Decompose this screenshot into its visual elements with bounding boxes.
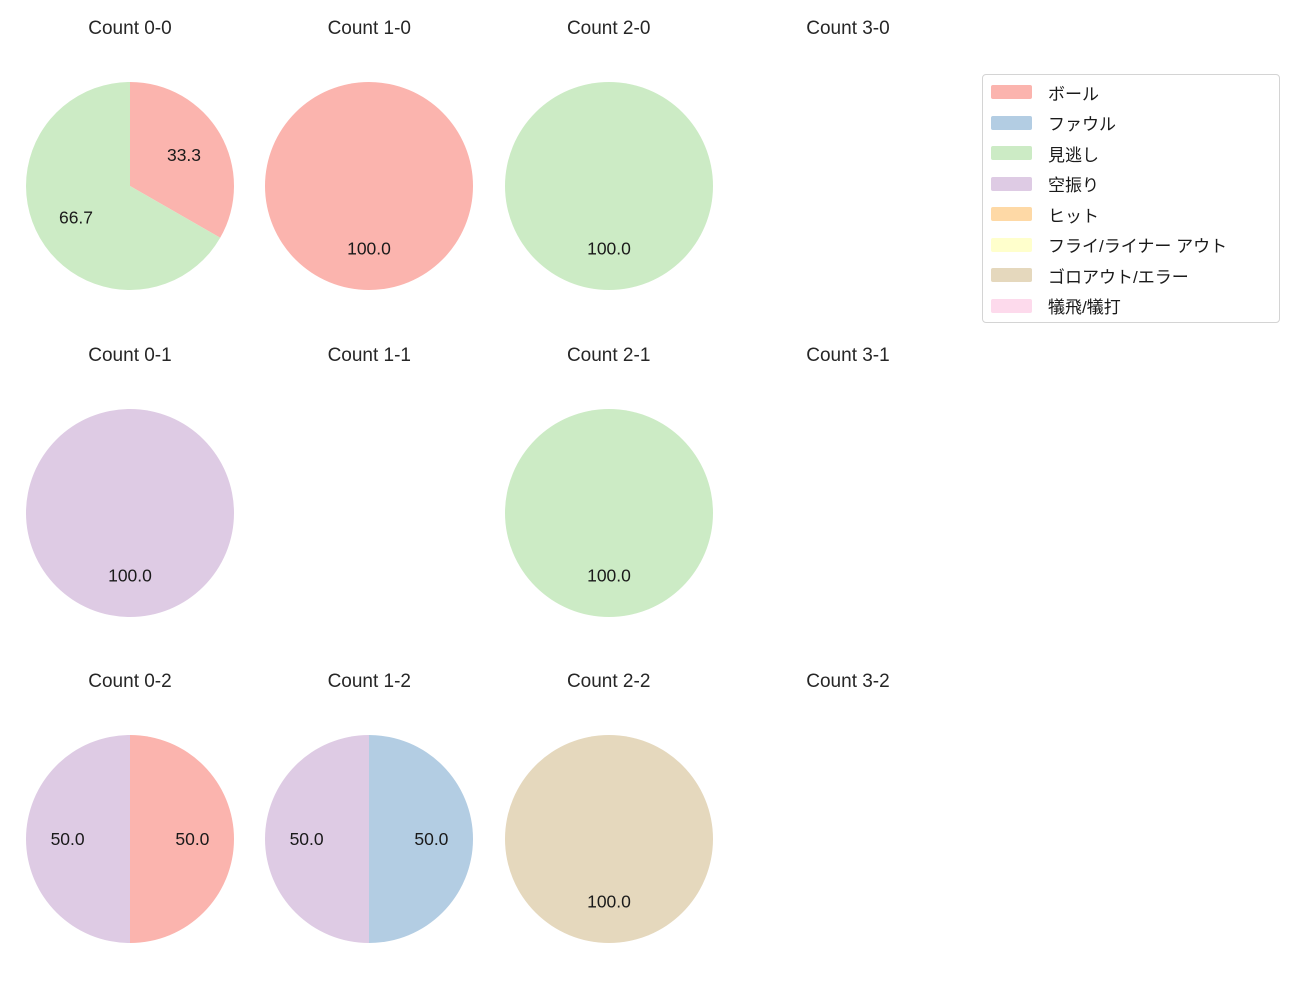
pie-slice xyxy=(26,409,234,617)
legend-swatch-icon xyxy=(991,298,1032,313)
subplot-title: Count 1-2 xyxy=(327,671,412,692)
legend-item: ゴロアウト/エラー xyxy=(983,260,1279,291)
pie-slice xyxy=(504,409,713,617)
subplot-title: Count 3-0 xyxy=(806,18,890,39)
legend-swatch-icon xyxy=(991,85,1032,100)
legend-swatch-icon xyxy=(991,237,1032,252)
pie-percent-label: 50.0 xyxy=(51,829,85,849)
pie-percent-label: 33.3 xyxy=(167,145,201,165)
pie-percent-label: 50.0 xyxy=(290,829,324,849)
pie-percent-label: 100.0 xyxy=(587,892,631,912)
pie-chart: 50.0 50.0 xyxy=(265,735,474,943)
subplot-title: Count 3-1 xyxy=(806,345,890,366)
legend-label: ファウル xyxy=(1048,115,1116,135)
pie-slice xyxy=(504,735,713,943)
pie-subplot: Count 2-1 100.0 xyxy=(489,344,729,666)
pie-subplot: Count 2-0 100.0 xyxy=(489,17,729,339)
pie-subplot: Count 3-1 xyxy=(728,344,968,666)
pie-slice xyxy=(265,82,474,290)
legend-swatch-icon xyxy=(991,207,1032,222)
pie-chart: 50.0 50.0 xyxy=(26,735,234,943)
pie-chart: 100.0 xyxy=(265,82,474,290)
pie-percent-label: 50.0 xyxy=(415,829,449,849)
pie-subplot: Count 0-0 33.3 66.7 xyxy=(10,17,250,339)
subplot-title: Count 0-2 xyxy=(88,671,172,692)
pie-chart: 100.0 xyxy=(504,82,713,290)
subplot-title: Count 2-0 xyxy=(566,18,651,39)
subplot-title: Count 1-0 xyxy=(327,18,412,39)
pie-percent-label: 66.7 xyxy=(59,207,93,227)
pie-subplot: Count 2-2 100.0 xyxy=(489,670,729,992)
subplot-title: Count 0-1 xyxy=(88,345,172,366)
pie-slice xyxy=(26,735,130,943)
pie-percent-label: 100.0 xyxy=(108,566,152,586)
legend-label: 空振り xyxy=(1048,176,1099,196)
subplot-title: Count 2-2 xyxy=(566,671,651,692)
legend-swatch-icon xyxy=(991,146,1032,161)
pie-subplot: Count 3-2 xyxy=(728,670,968,992)
legend-item: ヒット xyxy=(983,199,1279,230)
pie-subplot: Count 0-2 50.0 50.0 xyxy=(10,670,250,992)
subplot-title: Count 2-1 xyxy=(566,345,651,366)
pie-slice xyxy=(130,82,235,238)
pie-chart: 100.0 xyxy=(504,735,713,943)
legend-item: フライ/ライナー アウト xyxy=(983,230,1279,261)
legend-item: ファウル xyxy=(983,108,1279,139)
subplot-title: Count 1-1 xyxy=(327,345,412,366)
pie-slice xyxy=(130,735,234,943)
legend-item: ボール xyxy=(983,77,1279,108)
legend-item: 空振り xyxy=(983,169,1279,200)
pie-percent-label: 100.0 xyxy=(587,239,631,259)
pie-slice xyxy=(369,735,474,943)
pie-subplot: Count 0-1 100.0 xyxy=(10,344,250,666)
legend-label: ゴロアウト/エラー xyxy=(1048,267,1189,287)
pie-chart: 33.3 66.7 xyxy=(26,82,235,290)
pie-slice xyxy=(504,82,713,290)
pie-subplot: Count 1-2 50.0 50.0 xyxy=(249,670,489,992)
legend-item: 見逃し xyxy=(983,138,1279,169)
legend-label: ボール xyxy=(1048,84,1099,104)
legend-swatch-icon xyxy=(991,176,1032,191)
legend-label: 犠飛/犠打 xyxy=(1048,298,1121,318)
pie-subplot: Count 3-0 xyxy=(728,17,968,339)
pie-percent-label: 100.0 xyxy=(347,239,391,259)
legend-label: フライ/ライナー アウト xyxy=(1048,237,1228,257)
subplot-title: Count 0-0 xyxy=(88,18,172,39)
legend-swatch-icon xyxy=(991,115,1032,130)
pie-percent-label: 100.0 xyxy=(587,566,631,586)
legend-label: ヒット xyxy=(1048,206,1099,226)
pie-slice xyxy=(265,735,370,943)
legend-label: 見逃し xyxy=(1048,145,1099,165)
pie-chart: 100.0 xyxy=(26,409,234,617)
pie-percent-label: 50.0 xyxy=(175,829,209,849)
subplot-title: Count 3-2 xyxy=(806,671,890,692)
legend-swatch-icon xyxy=(991,268,1032,283)
legend-item: 犠飛/犠打 xyxy=(983,291,1279,322)
pie-subplot: Count 1-1 xyxy=(249,344,489,666)
pie-slice xyxy=(26,82,221,290)
pie-subplot: Count 1-0 100.0 xyxy=(249,17,489,339)
pie-chart: 100.0 xyxy=(504,409,713,617)
legend: ボール ファウル 見逃し 空振り ヒット フライ/ライナー アウト ゴロアウト/… xyxy=(982,74,1280,323)
